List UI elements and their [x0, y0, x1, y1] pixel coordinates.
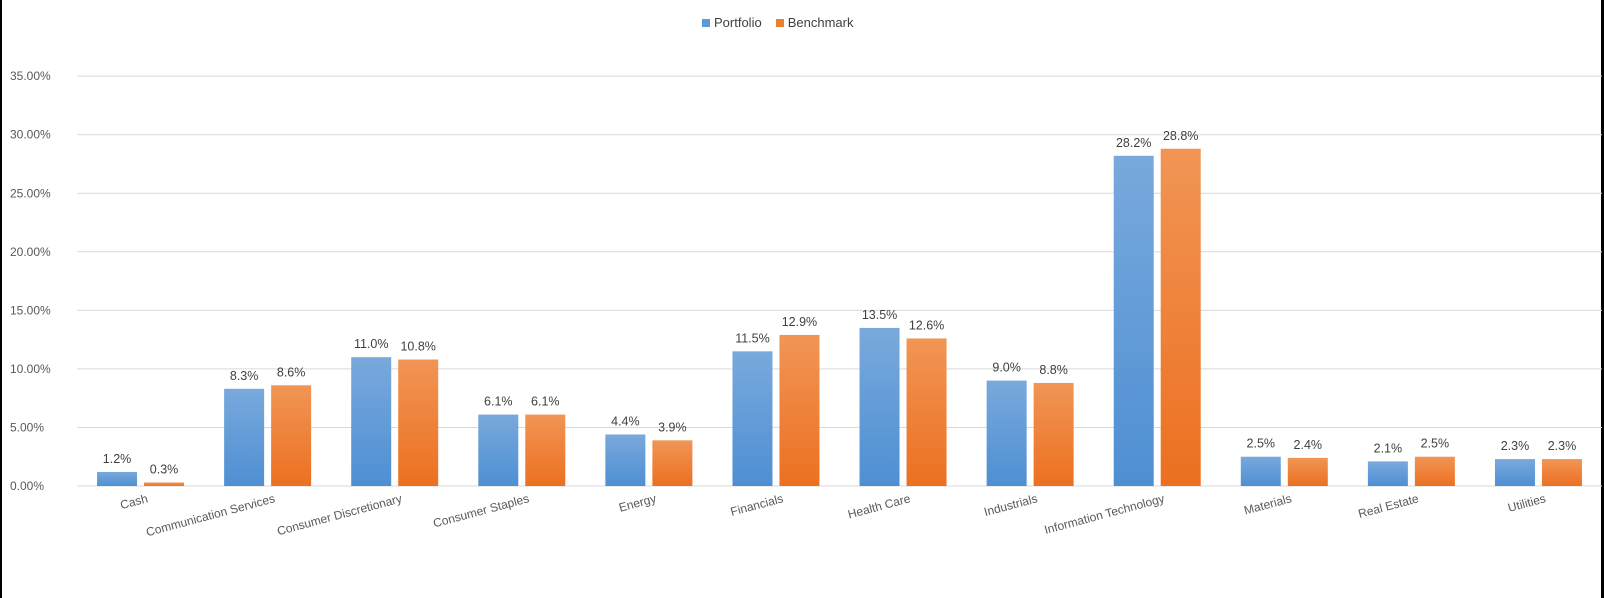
y-tick-label: 5.00%	[10, 420, 44, 434]
bar-portfolio	[97, 471, 138, 486]
data-label-portfolio: 1.2%	[103, 452, 132, 466]
bar-benchmark	[398, 359, 439, 486]
legend: Portfolio Benchmark	[702, 15, 853, 30]
bar-portfolio	[478, 414, 519, 486]
data-label-benchmark: 8.6%	[277, 365, 306, 379]
data-label-benchmark: 12.6%	[909, 318, 944, 332]
bar-portfolio	[1240, 456, 1281, 486]
data-label-benchmark: 3.9%	[658, 420, 687, 434]
data-label-benchmark: 28.8%	[1163, 129, 1198, 143]
category-label: Consumer Discretionary	[276, 491, 404, 538]
legend-label-portfolio: Portfolio	[714, 15, 762, 30]
category-label: Cash	[119, 491, 150, 512]
data-label-benchmark: 2.3%	[1548, 439, 1577, 453]
bar-portfolio	[732, 351, 773, 486]
y-tick-label: 0.00%	[10, 479, 44, 493]
data-label-benchmark: 8.8%	[1039, 363, 1068, 377]
data-label-benchmark: 0.3%	[150, 462, 179, 476]
bar-benchmark	[906, 338, 947, 486]
data-labels: 1.2% 0.3% 8.3% 8.6% 11.0% 10.8% 6.1% 6.1% 4.4% 3.…	[103, 129, 1576, 477]
bar-portfolio	[1494, 459, 1535, 486]
y-tick-label: 10.00%	[10, 362, 51, 376]
data-label-portfolio: 4.4%	[611, 414, 640, 428]
data-label-benchmark: 2.4%	[1294, 438, 1323, 452]
bar-portfolio	[859, 327, 900, 486]
gridlines	[77, 75, 1602, 487]
bar-benchmark	[144, 482, 185, 486]
y-tick-label: 30.00%	[10, 128, 51, 142]
data-label-benchmark: 2.5%	[1421, 437, 1450, 451]
category-label: Financials	[729, 491, 785, 519]
bar-portfolio	[1367, 461, 1408, 486]
data-label-portfolio: 8.3%	[230, 369, 259, 383]
legend-label-benchmark: Benchmark	[787, 15, 854, 30]
y-tick-label: 35.00%	[10, 69, 51, 83]
data-label-portfolio: 6.1%	[484, 395, 513, 409]
category-label: Energy	[617, 491, 657, 514]
category-label: Materials	[1242, 491, 1293, 517]
data-label-portfolio: 28.2%	[1116, 136, 1151, 150]
bar-portfolio	[1113, 155, 1154, 486]
y-tick-label: 20.00%	[10, 245, 51, 259]
bar-benchmark	[1414, 456, 1455, 486]
legend-swatch-portfolio	[702, 18, 710, 27]
category-label: Information Technology	[1043, 491, 1166, 537]
legend-swatch-benchmark	[775, 18, 784, 27]
category-label: Utilities	[1506, 491, 1547, 515]
y-tick-label: 15.00%	[10, 303, 51, 317]
y-axis-tick-labels: 0.00% 5.00% 10.00% 15.00% 20.00% 25.00% 30.00%…	[10, 69, 51, 493]
data-label-portfolio: 13.5%	[862, 308, 897, 322]
bar-benchmark	[525, 414, 566, 486]
data-label-portfolio: 2.1%	[1374, 441, 1403, 455]
bar-portfolio	[986, 380, 1027, 486]
bar-benchmark	[1287, 457, 1328, 486]
data-label-portfolio: 2.3%	[1501, 439, 1530, 453]
bar-benchmark	[1033, 382, 1074, 486]
data-label-benchmark: 6.1%	[531, 395, 560, 409]
bar-portfolio	[351, 357, 392, 486]
bars	[97, 148, 1582, 486]
bar-benchmark	[779, 334, 820, 486]
data-label-benchmark: 10.8%	[400, 340, 435, 354]
data-label-portfolio: 11.5%	[735, 331, 770, 345]
bar-benchmark	[1541, 459, 1582, 486]
bar-benchmark	[652, 440, 693, 486]
bar-benchmark	[271, 385, 312, 486]
bar-benchmark	[1160, 148, 1201, 486]
category-label: Health Care	[846, 491, 912, 521]
data-label-portfolio: 9.0%	[992, 361, 1021, 375]
data-label-portfolio: 2.5%	[1247, 437, 1276, 451]
data-label-benchmark: 12.9%	[782, 315, 817, 329]
y-tick-label: 25.00%	[10, 186, 51, 200]
category-label: Consumer Staples	[432, 491, 531, 530]
legend-item-portfolio: Portfolio	[702, 15, 762, 30]
bar-portfolio	[224, 388, 265, 486]
category-label: Industrials	[982, 491, 1038, 519]
legend-item-benchmark: Benchmark	[775, 15, 854, 30]
data-label-portfolio: 11.0%	[354, 337, 389, 351]
category-label: Real Estate	[1357, 491, 1421, 521]
bar-portfolio	[605, 434, 646, 486]
category-label: Communication Services	[145, 491, 277, 539]
